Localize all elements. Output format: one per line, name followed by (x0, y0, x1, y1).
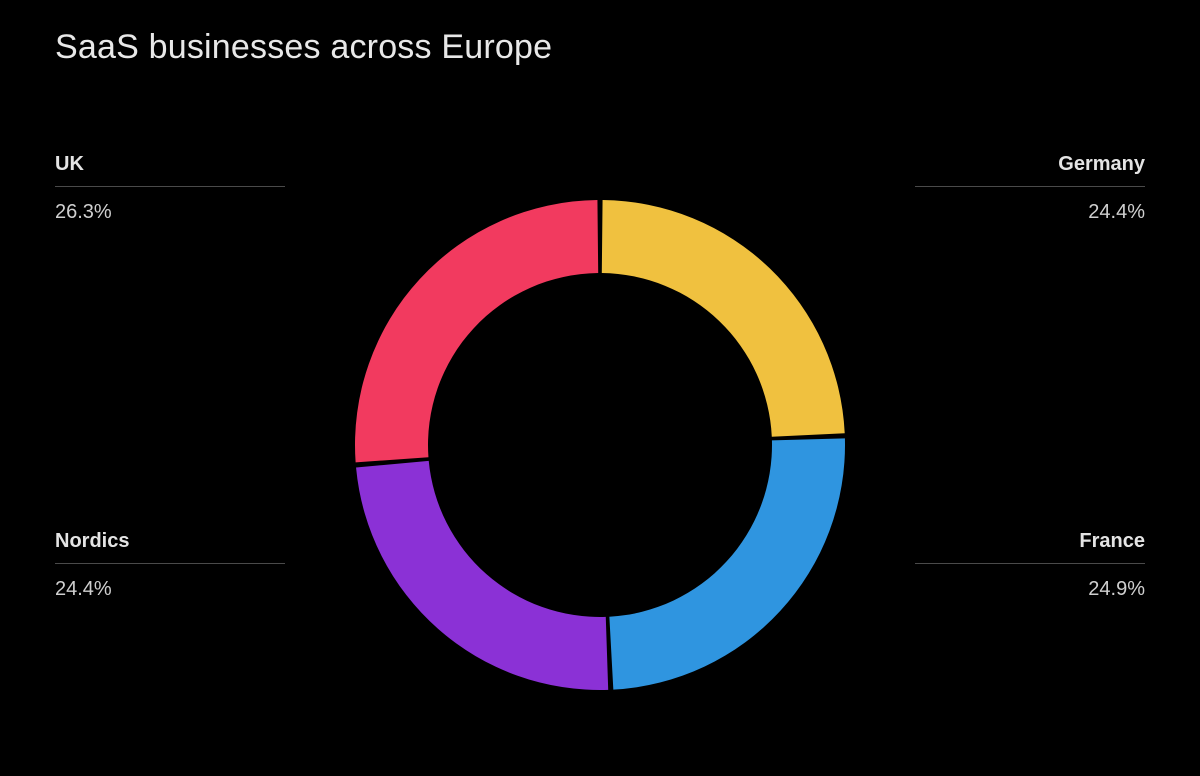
label-uk-name: UK (55, 153, 285, 186)
label-france: France 24.9% (915, 530, 1145, 601)
label-uk-value: 26.3% (55, 187, 285, 224)
donut-chart (340, 185, 860, 705)
slice-nordics (356, 461, 608, 690)
label-germany-value: 24.4% (915, 187, 1145, 224)
label-germany-name: Germany (915, 153, 1145, 186)
label-nordics: Nordics 24.4% (55, 530, 285, 601)
slice-uk (355, 200, 598, 462)
slice-france (609, 438, 845, 689)
label-france-name: France (915, 530, 1145, 563)
chart-title: SaaS businesses across Europe (55, 28, 552, 67)
label-uk: UK 26.3% (55, 153, 285, 224)
label-france-value: 24.9% (915, 564, 1145, 601)
chart-area: UK 26.3% Germany 24.4% Nordics 24.4% Fra… (0, 145, 1200, 745)
label-germany: Germany 24.4% (915, 153, 1145, 224)
label-nordics-value: 24.4% (55, 564, 285, 601)
slice-germany (602, 200, 845, 437)
label-nordics-name: Nordics (55, 530, 285, 563)
